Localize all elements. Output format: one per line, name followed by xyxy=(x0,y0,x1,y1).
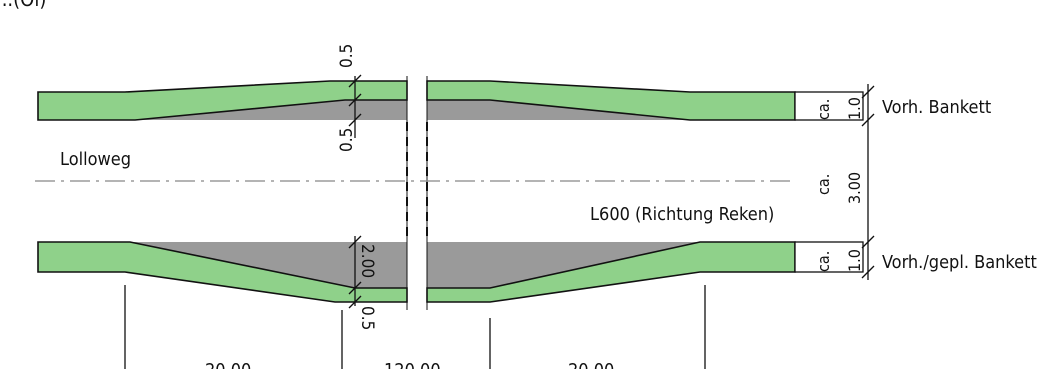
vorh-gepl-bankett-label: Vorh./gepl. Bankett xyxy=(882,252,1037,273)
dim-tick xyxy=(861,235,875,249)
dim-tick xyxy=(348,113,362,127)
lolloweg-label: Lolloweg xyxy=(60,149,131,170)
dim-tick xyxy=(348,281,362,295)
dim-bottom-width: 0.5 xyxy=(357,306,377,330)
dim-right-val-1: 1.0 xyxy=(845,97,864,120)
dim-tick xyxy=(861,265,875,279)
dim-tick xyxy=(861,85,875,99)
corner-label: ...(Ol) xyxy=(0,0,46,11)
dim-right-ca-1: ca. xyxy=(814,99,833,120)
dim-right-ca-mid: ca. xyxy=(814,174,833,195)
span-right-value: 20.00 xyxy=(568,360,614,369)
dim-right-val-2: 1.0 xyxy=(845,249,864,272)
dim-tick xyxy=(348,295,362,309)
paved-area-top-right xyxy=(427,100,690,120)
paved-area-bottom-left xyxy=(130,242,407,288)
bankett-box-top xyxy=(794,91,864,121)
dim-tick xyxy=(348,93,362,107)
vorh-bankett-label: Vorh. Bankett xyxy=(882,97,991,118)
l600-label: L600 (Richtung Reken) xyxy=(590,204,774,225)
dim-tick xyxy=(861,113,875,127)
dim-tick xyxy=(348,235,362,249)
dim-top-width-lower: 0.5 xyxy=(337,128,357,152)
paved-area-bottom-right xyxy=(427,242,700,288)
dim-bottom-depth: 2.00 xyxy=(357,244,377,278)
span-mid-value: 120.00 xyxy=(384,360,441,369)
span-left-value: 20.00 xyxy=(205,360,251,369)
dim-right-ca-2: ca. xyxy=(814,251,833,272)
paved-area-top-left xyxy=(135,100,407,120)
dim-right-val-mid: 3.00 xyxy=(845,172,864,204)
bankett-box-bottom xyxy=(794,241,864,273)
dim-top-width: 0.5 xyxy=(337,44,357,68)
dim-tick xyxy=(348,74,362,88)
